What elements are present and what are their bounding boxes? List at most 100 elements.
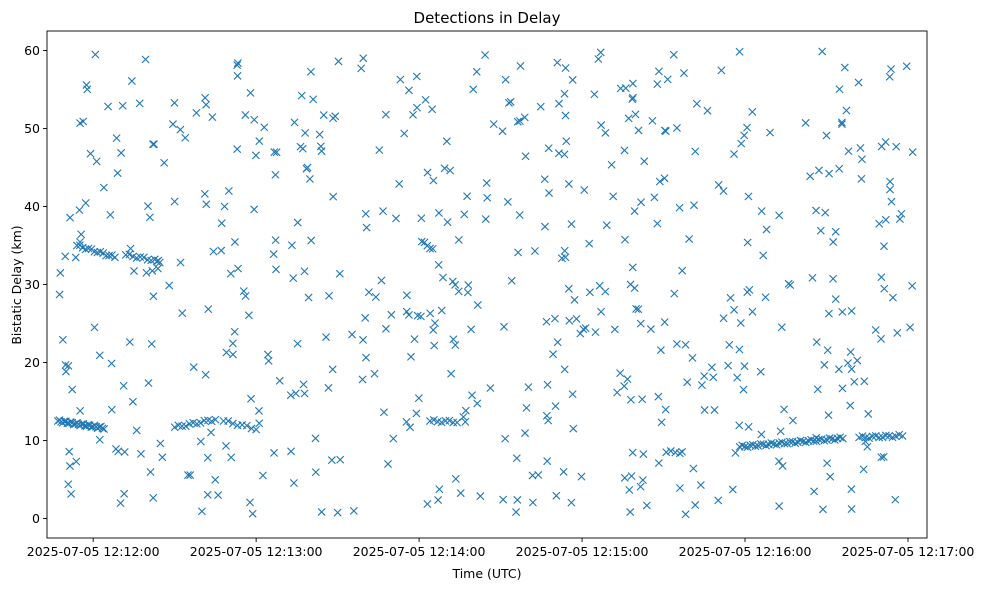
data-point — [476, 492, 485, 501]
data-point — [607, 160, 616, 169]
data-point — [628, 93, 637, 102]
data-point — [335, 269, 344, 278]
data-point — [482, 179, 491, 188]
data-point — [730, 150, 739, 159]
data-point — [859, 465, 868, 474]
y-tick-label: 10 — [24, 433, 40, 448]
data-point — [837, 120, 846, 129]
data-point — [757, 430, 766, 439]
data-point — [362, 353, 370, 362]
data-point — [766, 128, 774, 137]
data-point — [902, 62, 911, 71]
data-point — [744, 422, 753, 431]
data-point — [822, 131, 831, 140]
data-point — [657, 418, 666, 427]
data-point — [245, 498, 254, 507]
data-point — [127, 77, 136, 86]
data-point — [561, 253, 570, 262]
data-point — [64, 480, 73, 489]
data-point — [68, 385, 77, 394]
y-tick-label: 40 — [24, 199, 40, 214]
data-point — [662, 448, 671, 457]
data-point — [224, 416, 233, 425]
data-point — [250, 115, 259, 124]
data-point — [271, 236, 280, 245]
data-point — [506, 97, 515, 106]
data-point — [120, 447, 129, 456]
data-point — [155, 258, 164, 267]
data-point — [691, 501, 700, 510]
data-point — [501, 434, 510, 443]
data-point — [142, 268, 151, 277]
data-point — [572, 314, 581, 323]
data-point — [412, 72, 421, 81]
data-point — [410, 335, 419, 344]
data-point — [324, 383, 333, 392]
data-point — [440, 164, 449, 173]
x-tick-label: 2025-07-05 12:14:00 — [353, 544, 486, 559]
data-point — [908, 148, 917, 157]
data-point — [737, 139, 746, 148]
data-point — [854, 78, 863, 87]
data-point — [208, 113, 217, 122]
data-point — [626, 280, 635, 289]
data-point — [425, 244, 434, 253]
data-point — [412, 103, 421, 112]
data-point — [840, 63, 849, 72]
data-point — [719, 314, 728, 323]
data-point — [429, 176, 438, 185]
data-point — [381, 324, 390, 333]
data-point — [638, 476, 647, 485]
data-point — [297, 91, 306, 100]
data-point — [613, 388, 622, 397]
data-point — [272, 148, 281, 157]
data-point — [637, 198, 646, 207]
data-point — [540, 175, 549, 184]
data-point — [885, 72, 894, 81]
data-point — [596, 48, 605, 57]
data-point — [136, 449, 145, 458]
data-point — [620, 382, 629, 391]
data-point — [233, 71, 242, 80]
data-point — [389, 434, 398, 443]
data-point — [447, 369, 456, 378]
data-point — [402, 307, 411, 316]
data-point — [585, 239, 594, 248]
data-point — [877, 142, 886, 151]
data-point — [76, 238, 85, 246]
data-point — [135, 99, 144, 108]
data-point — [683, 378, 692, 387]
data-point — [666, 447, 675, 456]
data-point — [183, 471, 192, 480]
data-points — [53, 47, 917, 519]
data-point — [414, 394, 423, 403]
data-point — [434, 208, 443, 217]
data-point — [602, 221, 611, 230]
data-point — [370, 369, 379, 378]
data-point — [609, 192, 618, 201]
data-point — [654, 67, 663, 76]
data-point — [417, 237, 426, 246]
data-point — [831, 295, 840, 304]
data-point — [897, 209, 906, 218]
data-point — [621, 84, 630, 93]
data-point — [829, 274, 838, 283]
data-point — [287, 241, 296, 250]
data-point — [306, 67, 315, 76]
data-point — [293, 339, 302, 348]
data-point — [780, 405, 789, 414]
data-point — [304, 293, 313, 302]
data-point — [891, 495, 900, 504]
data-point — [714, 180, 723, 189]
data-point — [735, 421, 744, 430]
data-point — [404, 86, 413, 95]
data-point — [472, 67, 481, 76]
data-point — [498, 127, 507, 136]
data-point — [446, 166, 455, 175]
data-point — [106, 210, 115, 219]
data-point — [561, 111, 570, 120]
data-point — [620, 146, 629, 155]
data-point — [117, 148, 126, 157]
